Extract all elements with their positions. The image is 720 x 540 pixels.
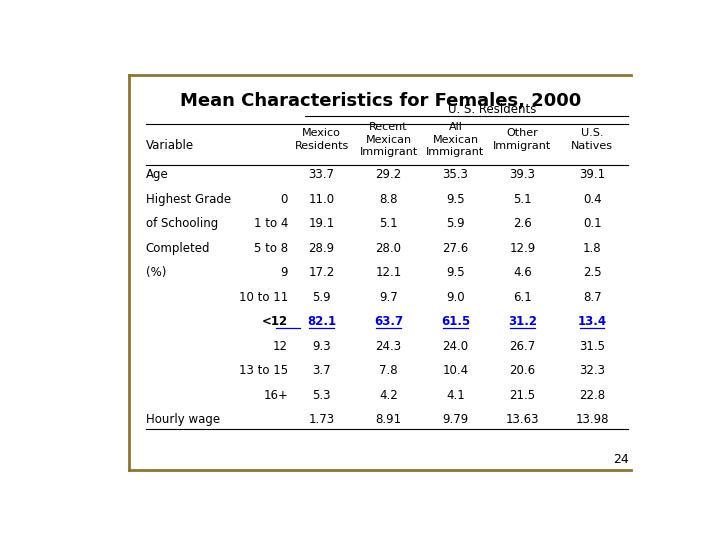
Text: 63.7: 63.7 xyxy=(374,315,403,328)
Text: 3.7: 3.7 xyxy=(312,364,331,377)
Text: 12.9: 12.9 xyxy=(509,242,536,255)
Text: 1.73: 1.73 xyxy=(308,414,335,427)
Text: 21.5: 21.5 xyxy=(509,389,536,402)
Text: 27.6: 27.6 xyxy=(442,242,469,255)
Text: 35.3: 35.3 xyxy=(443,168,469,181)
Text: 6.1: 6.1 xyxy=(513,291,532,303)
Text: 28.0: 28.0 xyxy=(376,242,402,255)
Text: 32.3: 32.3 xyxy=(579,364,606,377)
Text: 13.4: 13.4 xyxy=(577,315,607,328)
Text: 7.8: 7.8 xyxy=(379,364,398,377)
Text: 17.2: 17.2 xyxy=(308,266,335,279)
Text: (%): (%) xyxy=(145,266,166,279)
Text: 5.9: 5.9 xyxy=(312,291,331,303)
Text: 31.2: 31.2 xyxy=(508,315,537,328)
Text: 24: 24 xyxy=(613,453,629,466)
Text: 9.7: 9.7 xyxy=(379,291,398,303)
Text: 13.98: 13.98 xyxy=(575,414,609,427)
Text: 8.91: 8.91 xyxy=(375,414,402,427)
Text: of Schooling: of Schooling xyxy=(145,217,218,230)
Text: 0.1: 0.1 xyxy=(583,217,601,230)
Text: 26.7: 26.7 xyxy=(509,340,536,353)
Text: 13.63: 13.63 xyxy=(505,414,539,427)
Text: 1 to 4: 1 to 4 xyxy=(253,217,288,230)
Text: 22.8: 22.8 xyxy=(579,389,606,402)
Text: U.S.
Natives: U.S. Natives xyxy=(571,129,613,151)
Text: Other
Immigrant: Other Immigrant xyxy=(493,129,552,151)
Text: 39.3: 39.3 xyxy=(510,168,536,181)
Text: 5.1: 5.1 xyxy=(513,193,532,206)
Text: 39.1: 39.1 xyxy=(579,168,606,181)
Text: 28.9: 28.9 xyxy=(308,242,335,255)
Text: 24.0: 24.0 xyxy=(442,340,469,353)
Text: Mean Characteristics for Females, 2000: Mean Characteristics for Females, 2000 xyxy=(179,92,581,110)
Text: 33.7: 33.7 xyxy=(309,168,335,181)
Text: Highest Grade: Highest Grade xyxy=(145,193,231,206)
Text: 5.9: 5.9 xyxy=(446,217,465,230)
Text: 9: 9 xyxy=(281,266,288,279)
Text: 10 to 11: 10 to 11 xyxy=(239,291,288,303)
Text: 9.3: 9.3 xyxy=(312,340,331,353)
Text: 20.6: 20.6 xyxy=(509,364,536,377)
Text: 9.79: 9.79 xyxy=(442,414,469,427)
Text: 24.3: 24.3 xyxy=(375,340,402,353)
Text: 19.1: 19.1 xyxy=(308,217,335,230)
Text: 0.4: 0.4 xyxy=(583,193,601,206)
Text: 29.2: 29.2 xyxy=(375,168,402,181)
Text: 0: 0 xyxy=(281,193,288,206)
Text: 2.5: 2.5 xyxy=(583,266,601,279)
Text: 5.3: 5.3 xyxy=(312,389,330,402)
Text: 4.6: 4.6 xyxy=(513,266,532,279)
Text: Age: Age xyxy=(145,168,168,181)
Text: 1.8: 1.8 xyxy=(583,242,601,255)
Text: 11.0: 11.0 xyxy=(308,193,335,206)
Text: Completed: Completed xyxy=(145,242,210,255)
Text: 82.1: 82.1 xyxy=(307,315,336,328)
Text: Recent
Mexican
Immigrant: Recent Mexican Immigrant xyxy=(359,122,418,157)
Text: U. S. Residents: U. S. Residents xyxy=(448,103,536,116)
Text: 16+: 16+ xyxy=(264,389,288,402)
Text: 13 to 15: 13 to 15 xyxy=(239,364,288,377)
Text: All
Mexican
Immigrant: All Mexican Immigrant xyxy=(426,122,485,157)
Text: 31.5: 31.5 xyxy=(579,340,606,353)
Text: Hourly wage: Hourly wage xyxy=(145,414,220,427)
Text: 10.4: 10.4 xyxy=(442,364,469,377)
Text: 4.1: 4.1 xyxy=(446,389,465,402)
Text: 8.8: 8.8 xyxy=(379,193,397,206)
Text: 4.2: 4.2 xyxy=(379,389,398,402)
Text: 8.7: 8.7 xyxy=(583,291,601,303)
Text: 9.5: 9.5 xyxy=(446,266,465,279)
Text: Mexico
Residents: Mexico Residents xyxy=(294,129,348,151)
Text: 9.0: 9.0 xyxy=(446,291,465,303)
Text: 2.6: 2.6 xyxy=(513,217,532,230)
Text: 12.1: 12.1 xyxy=(375,266,402,279)
Text: 61.5: 61.5 xyxy=(441,315,470,328)
Text: 5 to 8: 5 to 8 xyxy=(254,242,288,255)
Text: 12: 12 xyxy=(273,340,288,353)
Text: 9.5: 9.5 xyxy=(446,193,465,206)
Text: Variable: Variable xyxy=(145,139,194,152)
Text: <12: <12 xyxy=(262,315,288,328)
Text: 5.1: 5.1 xyxy=(379,217,398,230)
